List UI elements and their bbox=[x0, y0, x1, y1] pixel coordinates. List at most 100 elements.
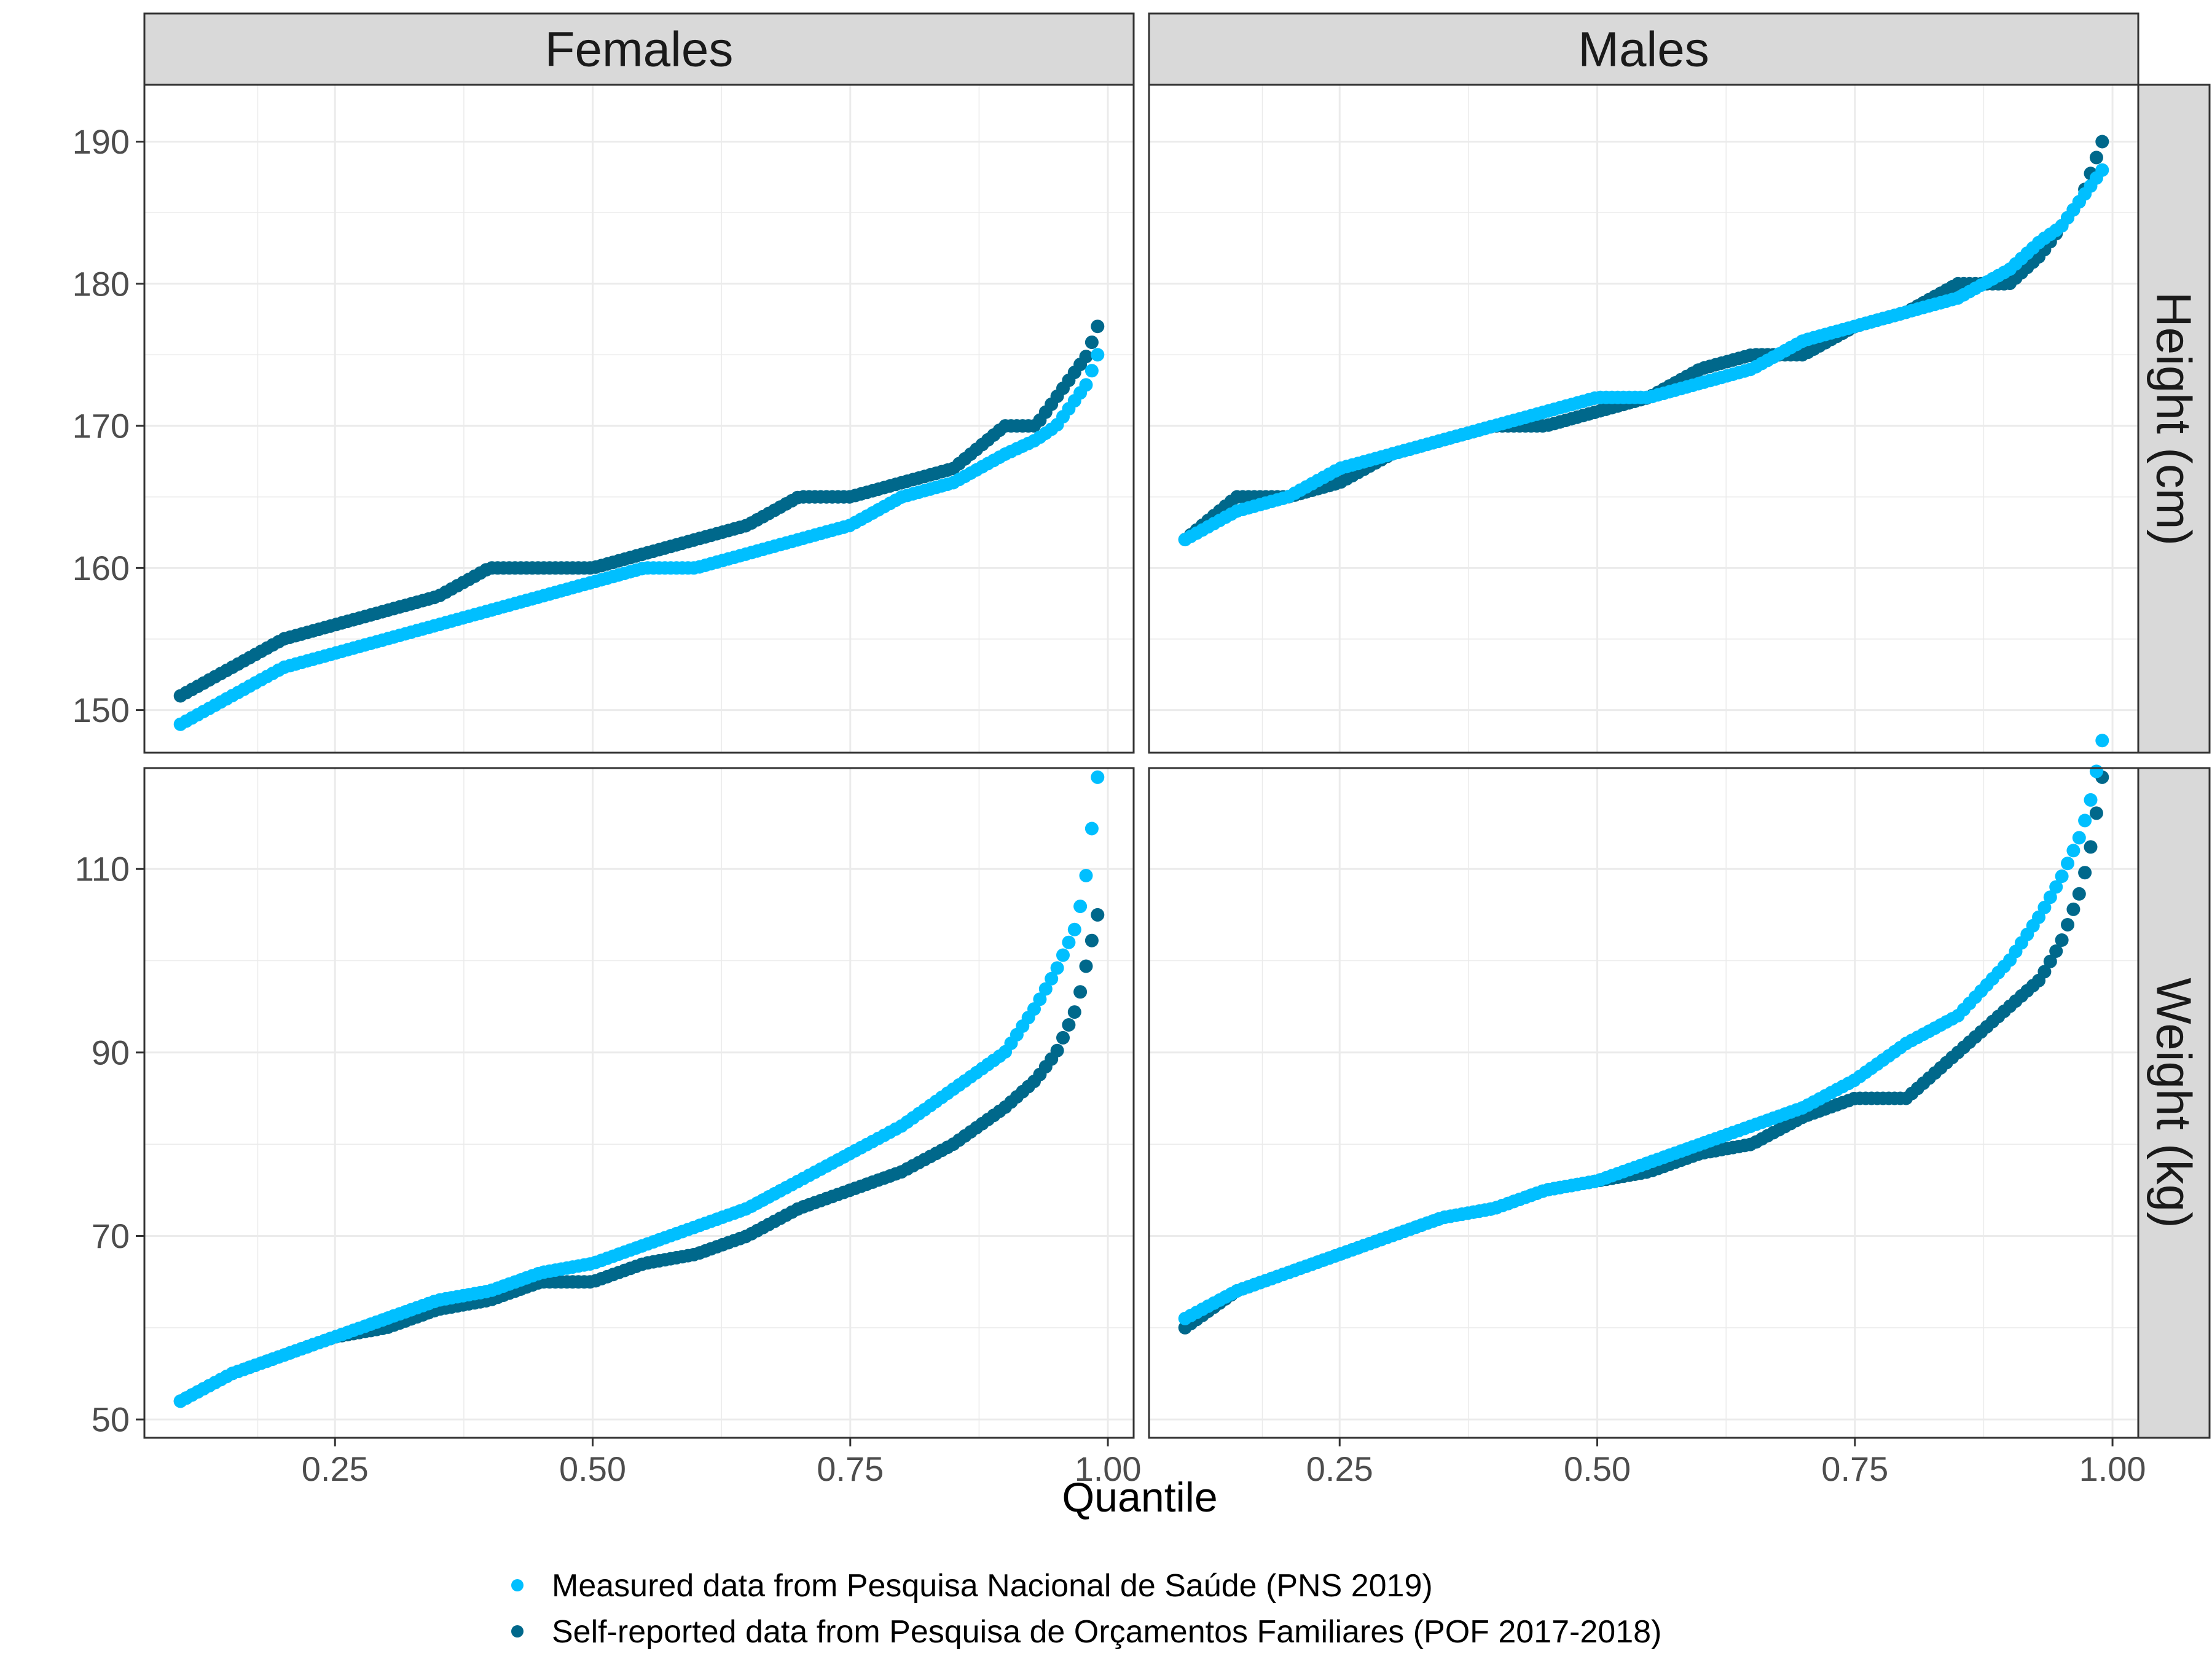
data-point-measured bbox=[2061, 857, 2074, 871]
y-tick-label: 50 bbox=[92, 1400, 130, 1439]
data-point-measured bbox=[2055, 869, 2069, 884]
y-tick-label: 190 bbox=[73, 122, 130, 161]
panel-females-weight bbox=[143, 767, 1135, 1439]
data-point-measured bbox=[2078, 814, 2092, 828]
data-point-measured bbox=[1073, 900, 1088, 914]
data-point-self-reported bbox=[2049, 944, 2063, 958]
data-point-self-reported bbox=[2084, 840, 2098, 854]
y-tick-label: 170 bbox=[73, 407, 130, 445]
data-point-measured bbox=[1050, 961, 1064, 975]
y-tick-label: 150 bbox=[73, 691, 130, 729]
data-point-measured bbox=[1079, 378, 1093, 392]
x-tick-label: 0.75 bbox=[817, 1449, 884, 1488]
strip-males-bg bbox=[1148, 12, 2139, 86]
data-point-measured bbox=[2095, 163, 2109, 177]
data-point-self-reported bbox=[1050, 1043, 1064, 1057]
data-point-measured bbox=[1056, 948, 1070, 962]
facet-strip-weight: Weight (kg) bbox=[2137, 767, 2211, 1439]
x-tick-label: 0.75 bbox=[1821, 1449, 1888, 1488]
data-point-self-reported bbox=[2037, 965, 2052, 979]
legend-key-self-reported bbox=[511, 1625, 524, 1637]
x-tick-label: 0.25 bbox=[302, 1449, 369, 1488]
legend-label-measured: Measured data from Pesquisa Nacional de … bbox=[552, 1568, 1433, 1604]
data-point-measured bbox=[2084, 793, 2098, 807]
strip-females-label: Females bbox=[545, 22, 734, 77]
strip-weight-bg bbox=[2137, 767, 2211, 1439]
x-axis-title: Quantile bbox=[1062, 1474, 1217, 1521]
data-point-measured bbox=[1091, 348, 1105, 362]
y-tick-label: 160 bbox=[73, 549, 130, 587]
panel-females-height bbox=[143, 84, 1135, 754]
panel-males-height bbox=[1148, 84, 2139, 754]
data-point-self-reported bbox=[2055, 933, 2069, 947]
strip-height-bg bbox=[2137, 84, 2211, 754]
data-point-self-reported bbox=[2066, 902, 2081, 916]
data-point-measured bbox=[2043, 890, 2057, 904]
legend: Measured data from Pesquisa Nacional de … bbox=[511, 1568, 1661, 1650]
data-point-measured bbox=[2032, 910, 2045, 924]
panel-background bbox=[1149, 768, 2138, 1438]
data-point-self-reported bbox=[2043, 954, 2057, 968]
x-tick-label: 0.50 bbox=[1564, 1449, 1631, 1488]
legend-label-self-reported: Self-reported data from Pesquisa de Orça… bbox=[552, 1614, 1661, 1650]
panel-border bbox=[1148, 767, 2139, 1439]
data-point-measured bbox=[1091, 770, 1105, 784]
data-point-measured bbox=[2049, 880, 2063, 894]
panel-background bbox=[144, 768, 1134, 1438]
facet-strip-males: Males bbox=[1148, 12, 2139, 86]
data-point-self-reported bbox=[1091, 320, 1105, 334]
data-point-self-reported bbox=[1067, 1005, 1081, 1019]
strip-females-bg bbox=[143, 12, 1135, 86]
data-point-measured bbox=[2095, 734, 2109, 748]
facet-panels bbox=[143, 84, 2139, 1439]
data-point-self-reported bbox=[2061, 918, 2074, 931]
panel-males-weight bbox=[1148, 734, 2139, 1439]
x-tick-label: 0.25 bbox=[1306, 1449, 1373, 1488]
data-point-self-reported bbox=[1079, 350, 1093, 364]
data-point-self-reported bbox=[1062, 1018, 1076, 1032]
y-tick-label: 70 bbox=[92, 1217, 130, 1255]
strip-males-label: Males bbox=[1578, 22, 1709, 77]
data-point-measured bbox=[1038, 982, 1053, 996]
data-point-self-reported bbox=[1084, 933, 1099, 947]
y-tick-label: 90 bbox=[92, 1033, 130, 1072]
panel-border bbox=[1148, 84, 2139, 754]
x-tick-label: 1.00 bbox=[1075, 1449, 1142, 1488]
y-axis-ticks: 150 160 170 180 190 50 70 90 110 bbox=[73, 122, 144, 1439]
data-point-self-reported bbox=[1073, 985, 1088, 999]
data-point-self-reported bbox=[1079, 959, 1093, 973]
x-tick-label: 0.50 bbox=[559, 1449, 626, 1488]
data-point-measured bbox=[2037, 900, 2052, 914]
data-point-self-reported bbox=[2078, 866, 2092, 880]
panel-border bbox=[143, 84, 1135, 754]
data-point-measured bbox=[1079, 869, 1093, 882]
data-point-self-reported bbox=[2089, 806, 2103, 820]
x-tick-label: 1.00 bbox=[2079, 1449, 2146, 1488]
data-point-self-reported bbox=[1084, 335, 1099, 350]
data-point-self-reported bbox=[1091, 908, 1105, 922]
x-axis-ticks: 0.25 0.50 0.75 1.00 0.25 0.50 0.75 1.00 bbox=[302, 1438, 2146, 1488]
strip-height-label: Height (cm) bbox=[2147, 292, 2202, 546]
y-tick-label: 110 bbox=[75, 850, 130, 888]
panel-border bbox=[143, 767, 1135, 1439]
facet-strip-height: Height (cm) bbox=[2137, 84, 2211, 754]
data-point-self-reported bbox=[2089, 151, 2103, 165]
data-point-measured bbox=[1067, 922, 1081, 936]
data-point-self-reported bbox=[1056, 1030, 1070, 1045]
panel-background bbox=[144, 85, 1134, 753]
data-point-self-reported bbox=[2072, 887, 2086, 901]
data-point-measured bbox=[1084, 822, 1099, 836]
y-tick-label: 180 bbox=[73, 264, 130, 303]
data-point-self-reported bbox=[2095, 135, 2109, 149]
data-point-measured bbox=[2066, 844, 2081, 858]
data-point-measured bbox=[2072, 831, 2086, 845]
data-point-measured bbox=[1027, 1002, 1041, 1016]
legend-key-measured bbox=[511, 1579, 524, 1591]
data-point-measured bbox=[1045, 971, 1059, 986]
panel-background bbox=[1149, 85, 2138, 753]
strip-weight-label: Weight (kg) bbox=[2147, 978, 2202, 1228]
data-point-measured bbox=[1084, 364, 1099, 378]
data-point-measured bbox=[2089, 764, 2103, 779]
data-point-measured bbox=[1033, 992, 1047, 1006]
